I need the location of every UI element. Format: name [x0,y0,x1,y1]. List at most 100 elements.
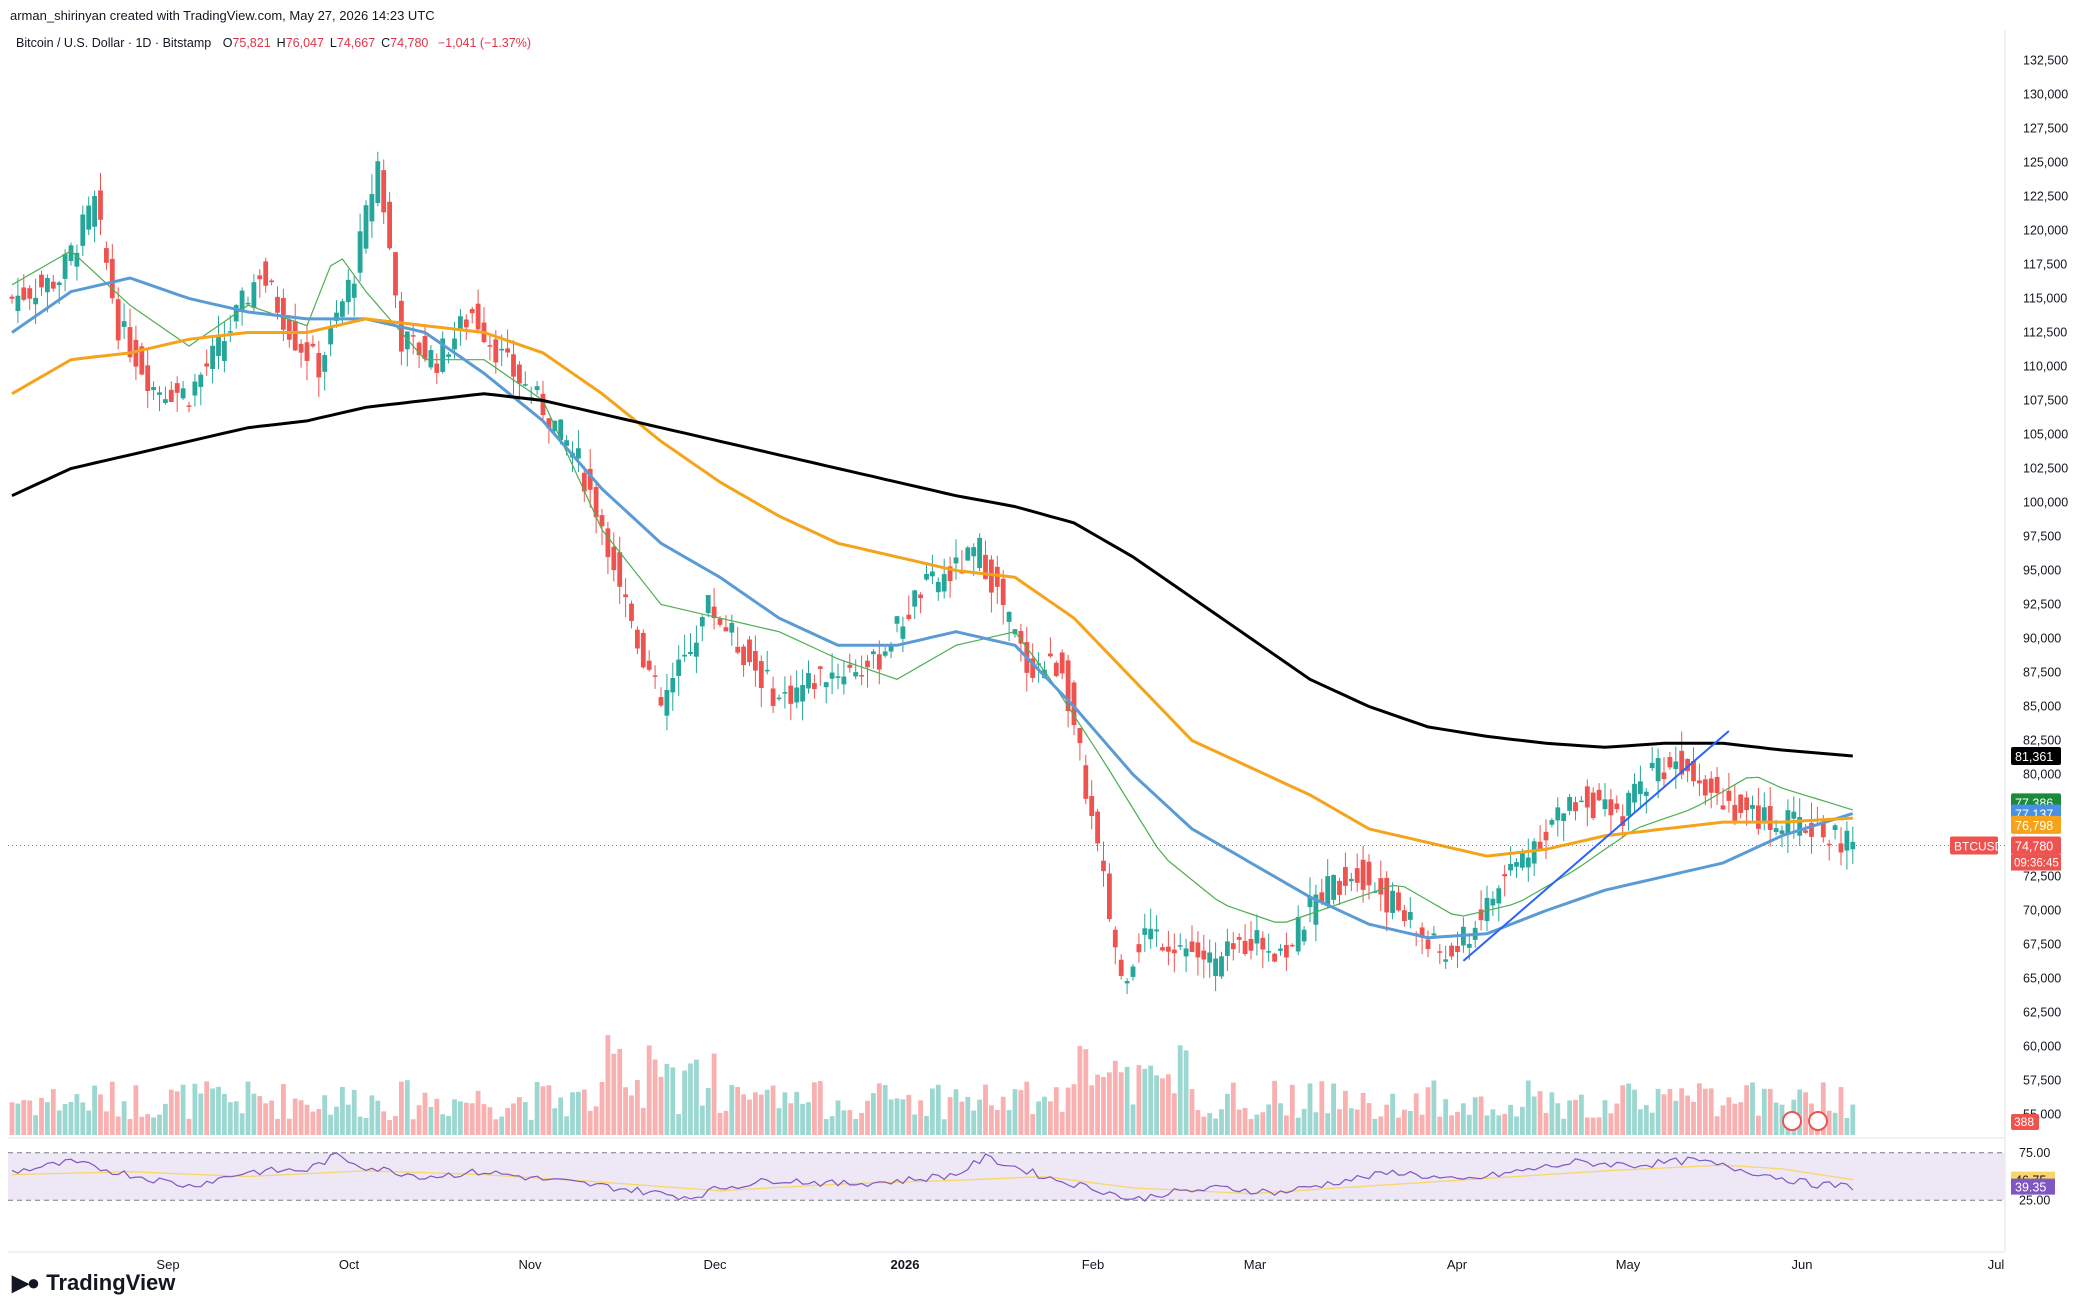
candle-body [971,547,977,557]
volume-bar [587,1110,593,1135]
volume-bar [682,1070,687,1135]
volume-bar [1053,1087,1059,1135]
volume-bar [487,1107,493,1135]
candle-body [1154,929,1159,932]
candle-body [605,528,611,558]
volume-bar [947,1097,953,1135]
candle-body [994,566,1000,587]
candle-body [1213,958,1218,977]
volume-bar [1107,1072,1112,1135]
volume-bar [528,1119,534,1135]
candle-body [629,603,634,622]
volume-bar [452,1099,457,1135]
candle-body [924,573,929,580]
candle-body [540,393,546,416]
candle-body [104,248,109,263]
candle-body [558,419,564,440]
volume-bar [363,1117,369,1135]
volume-bar [469,1103,475,1135]
candle-body [1177,945,1183,947]
candle-body [758,661,764,688]
candle-body [33,297,38,305]
candle-body [865,660,870,668]
candle-body [86,205,92,230]
candle-body [1697,780,1702,784]
volume-bar [1685,1095,1690,1135]
volume-bar [1632,1089,1637,1135]
candle-body [888,645,894,652]
volume-bar [345,1104,351,1135]
candle-body [239,290,245,312]
candle-body [1779,830,1785,834]
candle-body [1720,805,1726,810]
candle-body [522,384,528,386]
candle-body [487,345,493,347]
volume-bar [210,1088,215,1135]
volume-bar [1626,1083,1631,1135]
candle-body [894,616,900,624]
candle-body [393,252,398,296]
candle-body [835,676,841,678]
volume-bar [1095,1074,1100,1135]
candle-body [682,654,687,657]
candle-body [340,301,345,317]
candle-body [1449,945,1454,957]
volume-bar [80,1102,86,1135]
candle-body [581,472,587,492]
volume-bar [1048,1101,1053,1135]
candle-body [1638,781,1643,795]
volume-bar [1419,1114,1425,1135]
candle-body [281,298,286,330]
candle-body [576,448,581,459]
y-tick-label: 87,500 [2023,666,2061,680]
volume-bar [304,1104,310,1135]
volume-bar [1555,1103,1561,1135]
volume-bar [1201,1116,1207,1135]
candle-body [1030,658,1036,678]
volume-bar [676,1114,682,1135]
candle-body [168,389,174,402]
volume-bar [1720,1105,1726,1135]
volume-bar [357,1116,363,1135]
candle-body [1107,873,1112,920]
volume-bar [1289,1084,1295,1135]
x-tick-label: Mar [1244,1257,1267,1272]
volume-bar [1425,1087,1431,1135]
candle-body [753,651,758,671]
volume-bar [428,1106,434,1135]
volume-bar [1826,1110,1832,1135]
candle-body [688,651,693,655]
volume-bar [1413,1093,1419,1135]
volume-bar [1124,1066,1130,1135]
volume-bar [546,1085,552,1135]
price-label-text: 81,361 [2015,750,2053,764]
candle-body [1407,911,1413,920]
candle-body [847,664,853,668]
volume-bar [817,1081,823,1135]
volume-bar [316,1108,322,1135]
candle-body [1543,831,1549,841]
candle-body [711,606,717,619]
volume-bar [758,1094,764,1135]
y-tick-label: 82,500 [2023,734,2061,748]
candle-body [1525,857,1531,868]
ma-50-line [11,276,1854,940]
candle-body [80,214,86,246]
candle-body [1254,930,1260,944]
volume-bar [422,1092,428,1135]
volume-bar [1655,1088,1661,1135]
volume-bar [174,1091,180,1135]
volume-bar [1402,1109,1407,1135]
candle-body [463,319,469,328]
volume-bar [1431,1080,1437,1135]
volume-bar [192,1083,198,1135]
candle-body [151,387,156,391]
volume-bar [186,1118,192,1135]
candle-body [1101,860,1106,872]
candle-body [1065,660,1071,712]
candle-body [1649,762,1655,769]
y-tick-label: 60,000 [2023,1040,2061,1054]
volume-bar [735,1086,741,1135]
volume-bar [198,1093,204,1135]
